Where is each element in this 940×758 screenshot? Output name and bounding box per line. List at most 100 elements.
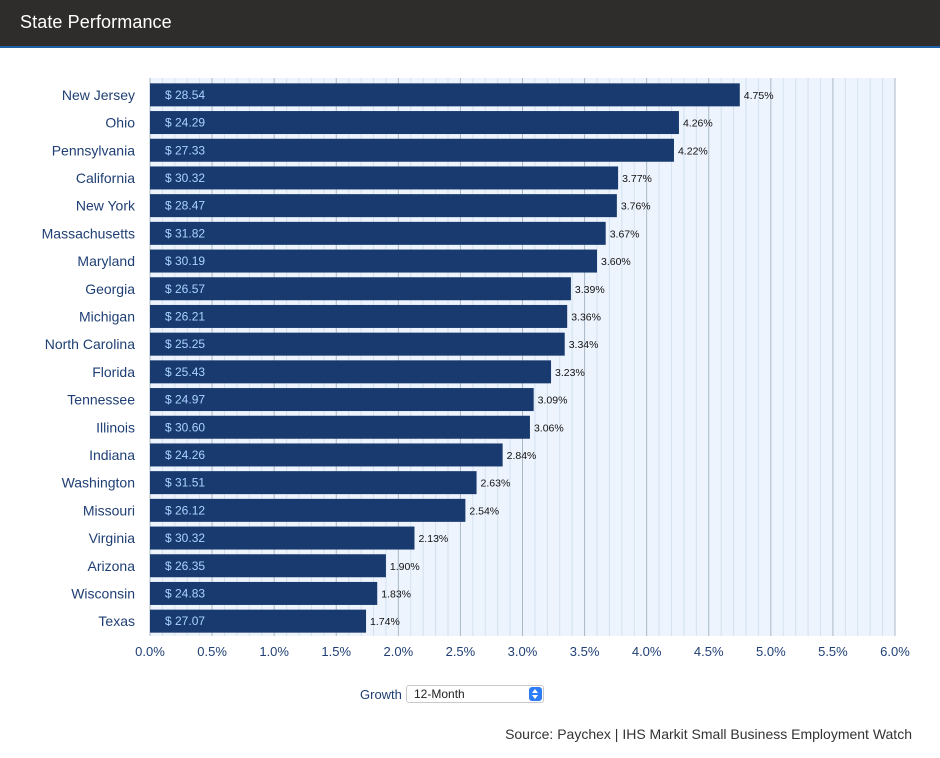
bar[interactable] bbox=[150, 249, 597, 273]
bar[interactable] bbox=[150, 138, 674, 162]
bar[interactable] bbox=[150, 360, 552, 384]
bar-value-label: $ 24.83 bbox=[165, 586, 205, 600]
x-tick-label: 6.0% bbox=[880, 644, 910, 659]
page-title: State Performance bbox=[20, 12, 172, 32]
category-label: California bbox=[76, 170, 135, 186]
bar[interactable] bbox=[150, 609, 367, 633]
bar[interactable] bbox=[150, 554, 386, 578]
category-label: New Jersey bbox=[62, 87, 135, 103]
category-label: Georgia bbox=[85, 281, 135, 297]
category-label: Massachusetts bbox=[42, 225, 135, 241]
bar-value-label: $ 26.21 bbox=[165, 309, 205, 323]
chart-container: 0.0% 0.5% 1.0% 1.5% 2.0% 2.5% 3.0% 3.5% 4.0% 4.5%… bbox=[0, 60, 940, 670]
growth-period-select[interactable]: 12-Month bbox=[406, 685, 544, 703]
data-label: 1.74% bbox=[370, 616, 400, 628]
category-label: Arizona bbox=[88, 558, 136, 574]
data-label: 3.39% bbox=[575, 284, 605, 296]
category-label: Indiana bbox=[89, 447, 135, 463]
bar[interactable] bbox=[150, 194, 617, 218]
x-tick-label: 1.5% bbox=[321, 644, 351, 659]
bar-value-label: $ 26.35 bbox=[165, 559, 205, 573]
growth-label: Growth bbox=[360, 687, 402, 702]
bar-value-label: $ 30.19 bbox=[165, 254, 205, 268]
x-tick-label: 0.5% bbox=[197, 644, 227, 659]
bar[interactable] bbox=[150, 221, 606, 245]
bar-value-label: $ 24.29 bbox=[165, 116, 205, 130]
data-label: 4.22% bbox=[678, 145, 708, 157]
x-tick-label: 3.0% bbox=[508, 644, 538, 659]
category-label: Illinois bbox=[96, 419, 135, 435]
category-label: Virginia bbox=[89, 530, 136, 546]
category-label: Pennsylvania bbox=[52, 142, 135, 158]
x-tick-label: 5.0% bbox=[756, 644, 786, 659]
data-label: 3.34% bbox=[569, 339, 599, 351]
bar[interactable] bbox=[150, 415, 530, 439]
x-tick-label: 1.0% bbox=[259, 644, 289, 659]
category-label: Michigan bbox=[79, 308, 135, 324]
data-label: 3.09% bbox=[538, 395, 568, 407]
bar-value-label: $ 26.57 bbox=[165, 282, 205, 296]
category-label: Missouri bbox=[83, 502, 135, 518]
bar-value-label: $ 24.97 bbox=[165, 393, 205, 407]
category-label: Maryland bbox=[77, 253, 135, 269]
growth-controls: Growth 12-Month bbox=[0, 684, 940, 708]
bar-value-label: $ 25.25 bbox=[165, 337, 205, 351]
bar-value-label: $ 28.54 bbox=[165, 88, 205, 102]
bar[interactable] bbox=[150, 332, 565, 356]
category-label: Florida bbox=[92, 364, 135, 380]
x-tick-label: 0.0% bbox=[135, 644, 165, 659]
bar-value-label: $ 30.32 bbox=[165, 531, 205, 545]
category-label: New York bbox=[76, 198, 136, 214]
data-label: 2.54% bbox=[469, 505, 499, 517]
bar[interactable] bbox=[150, 526, 415, 550]
bar-value-label: $ 26.12 bbox=[165, 503, 205, 517]
category-label: Wisconsin bbox=[71, 585, 135, 601]
category-label: Ohio bbox=[105, 115, 135, 131]
bar-value-label: $ 27.07 bbox=[165, 614, 205, 628]
header-bar: State Performance bbox=[0, 0, 940, 48]
x-tick-label: 5.5% bbox=[818, 644, 848, 659]
bar[interactable] bbox=[150, 277, 571, 301]
category-label: Tennessee bbox=[67, 392, 135, 408]
data-label: 3.77% bbox=[622, 173, 652, 185]
data-label: 2.13% bbox=[418, 533, 448, 545]
select-stepper-icon bbox=[529, 687, 542, 701]
bar-value-label: $ 27.33 bbox=[165, 143, 205, 157]
bar-chart: 0.0% 0.5% 1.0% 1.5% 2.0% 2.5% 3.0% 3.5% 4.0% 4.5%… bbox=[0, 60, 940, 675]
chart-svg: 0.0% 0.5% 1.0% 1.5% 2.0% 2.5% 3.0% 3.5% 4.0% 4.5%… bbox=[42, 78, 910, 659]
data-label: 4.75% bbox=[744, 90, 774, 102]
bar[interactable] bbox=[150, 304, 568, 328]
bar[interactable] bbox=[150, 83, 740, 107]
bar-value-label: $ 25.43 bbox=[165, 365, 205, 379]
data-label: 3.67% bbox=[610, 228, 640, 240]
data-label: 1.90% bbox=[390, 561, 420, 573]
x-tick-label: 4.0% bbox=[632, 644, 662, 659]
data-label: 2.84% bbox=[507, 450, 537, 462]
x-tick-label: 3.5% bbox=[570, 644, 600, 659]
bar[interactable] bbox=[150, 111, 679, 135]
data-label: 3.23% bbox=[555, 367, 585, 379]
bar-value-label: $ 28.47 bbox=[165, 199, 205, 213]
bar-value-label: $ 24.26 bbox=[165, 448, 205, 462]
bar[interactable] bbox=[150, 471, 477, 495]
source-note: Source: Paychex | IHS Markit Small Busin… bbox=[505, 726, 912, 742]
bar[interactable] bbox=[150, 443, 503, 467]
data-label: 4.26% bbox=[683, 118, 713, 130]
x-tick-label: 2.5% bbox=[446, 644, 476, 659]
data-label: 3.36% bbox=[571, 311, 601, 323]
category-label: North Carolina bbox=[45, 336, 135, 352]
data-label: 3.76% bbox=[621, 201, 651, 213]
category-label: Texas bbox=[98, 613, 135, 629]
bar[interactable] bbox=[150, 388, 534, 412]
bar-value-label: $ 31.51 bbox=[165, 476, 205, 490]
data-label: 3.60% bbox=[601, 256, 631, 268]
x-tick-label: 2.0% bbox=[384, 644, 414, 659]
bar[interactable] bbox=[150, 166, 619, 190]
bar-value-label: $ 30.60 bbox=[165, 420, 205, 434]
bar[interactable] bbox=[150, 498, 466, 522]
data-label: 1.83% bbox=[381, 588, 411, 600]
x-tick-label: 4.5% bbox=[694, 644, 724, 659]
data-label: 2.63% bbox=[481, 478, 511, 490]
bar[interactable] bbox=[150, 581, 378, 605]
data-label: 3.06% bbox=[534, 422, 564, 434]
